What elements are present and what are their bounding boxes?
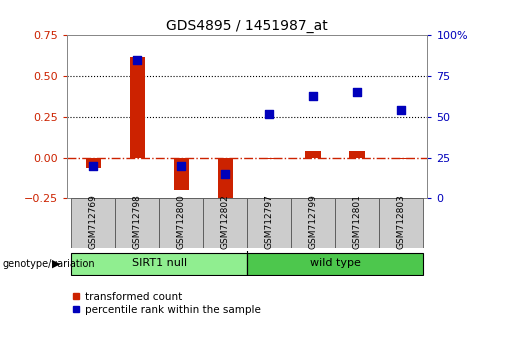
Point bbox=[265, 111, 273, 116]
Title: GDS4895 / 1451987_at: GDS4895 / 1451987_at bbox=[166, 19, 328, 33]
Bar bbox=[247, 253, 423, 275]
Text: GSM712800: GSM712800 bbox=[177, 195, 186, 250]
Bar bbox=[217, 158, 233, 203]
Bar bbox=[115, 198, 159, 248]
Bar bbox=[72, 198, 115, 248]
Text: SIRT1 null: SIRT1 null bbox=[132, 258, 187, 268]
Text: GSM712799: GSM712799 bbox=[308, 195, 318, 250]
Text: GSM712803: GSM712803 bbox=[397, 195, 406, 250]
Bar bbox=[203, 198, 247, 248]
Text: GSM712801: GSM712801 bbox=[353, 195, 362, 250]
Bar bbox=[247, 198, 291, 248]
Bar bbox=[130, 57, 145, 158]
Bar bbox=[174, 158, 189, 190]
Text: wild type: wild type bbox=[310, 258, 360, 268]
Point bbox=[177, 163, 185, 169]
Point bbox=[89, 163, 97, 169]
Bar bbox=[159, 198, 203, 248]
Text: GSM712769: GSM712769 bbox=[89, 195, 98, 250]
Legend: transformed count, percentile rank within the sample: transformed count, percentile rank withi… bbox=[72, 292, 261, 315]
Bar bbox=[85, 158, 101, 168]
Text: GSM712797: GSM712797 bbox=[265, 195, 273, 250]
Text: GSM712802: GSM712802 bbox=[221, 195, 230, 250]
Point bbox=[309, 93, 317, 98]
Bar bbox=[291, 198, 335, 248]
Point bbox=[353, 90, 361, 95]
Bar bbox=[72, 253, 247, 275]
Text: genotype/variation: genotype/variation bbox=[3, 259, 95, 269]
Bar bbox=[305, 151, 321, 158]
Point bbox=[133, 57, 142, 63]
Point bbox=[397, 108, 405, 113]
Point bbox=[221, 171, 229, 177]
Bar bbox=[335, 198, 379, 248]
Bar bbox=[262, 158, 277, 159]
Bar bbox=[379, 198, 423, 248]
Text: ▶: ▶ bbox=[52, 259, 61, 269]
Bar bbox=[393, 158, 409, 160]
Text: GSM712798: GSM712798 bbox=[133, 195, 142, 250]
Bar bbox=[349, 152, 365, 158]
